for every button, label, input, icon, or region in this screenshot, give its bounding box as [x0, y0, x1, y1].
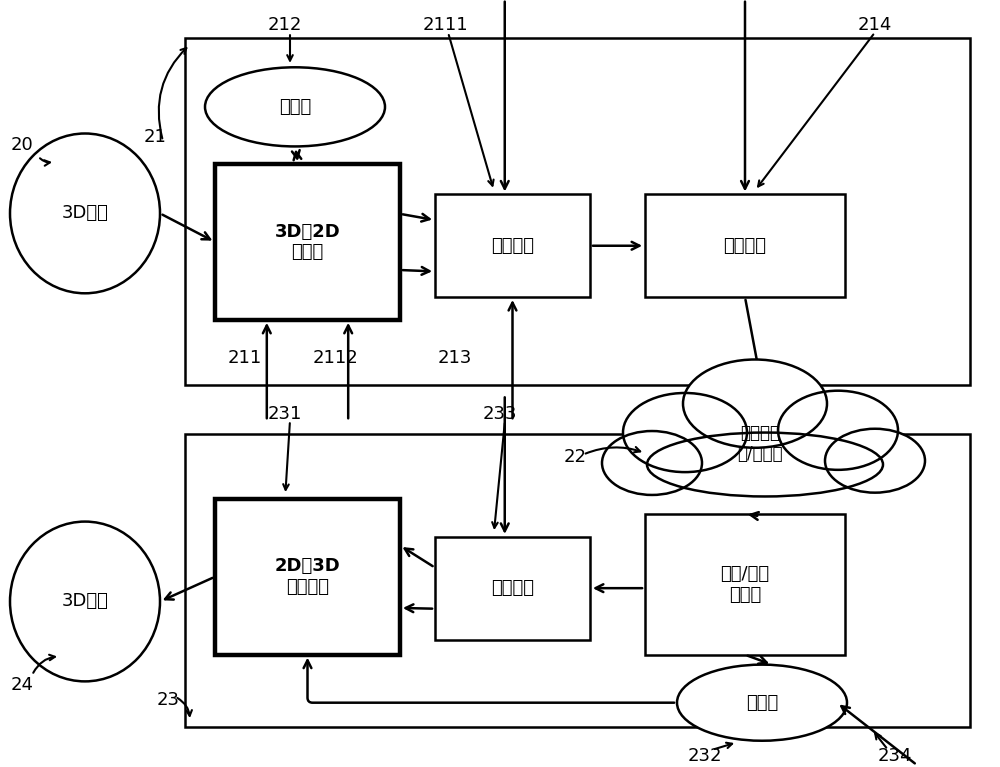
Text: 212: 212 [268, 16, 302, 35]
Ellipse shape [205, 67, 385, 146]
Text: 234: 234 [878, 747, 912, 765]
Text: 视频解码: 视频解码 [491, 579, 534, 597]
Text: 2111: 2111 [422, 16, 468, 35]
Text: 分件/分割
解封装: 分件/分割 解封装 [720, 565, 770, 604]
Ellipse shape [10, 522, 160, 681]
Ellipse shape [647, 433, 883, 496]
FancyBboxPatch shape [215, 164, 400, 320]
Text: 21: 21 [144, 128, 166, 146]
Text: 213: 213 [438, 349, 472, 367]
Text: 2112: 2112 [312, 349, 358, 367]
Text: 23: 23 [156, 691, 180, 709]
Text: 视频编码: 视频编码 [491, 237, 534, 255]
Text: 22: 22 [564, 448, 586, 466]
FancyBboxPatch shape [215, 499, 400, 655]
Text: 24: 24 [10, 676, 34, 694]
FancyBboxPatch shape [435, 537, 590, 640]
Ellipse shape [602, 431, 702, 495]
Text: 233: 233 [483, 404, 517, 423]
Text: 20: 20 [11, 136, 33, 154]
Text: 数据传递
和/或重放: 数据传递 和/或重放 [737, 424, 783, 463]
Text: 元数据: 元数据 [279, 98, 311, 116]
FancyBboxPatch shape [645, 194, 845, 297]
Text: 211: 211 [228, 349, 262, 367]
Ellipse shape [677, 665, 847, 741]
Text: 3D场景: 3D场景 [62, 592, 108, 611]
Ellipse shape [778, 390, 898, 470]
Text: 231: 231 [268, 404, 302, 423]
Text: 元数据: 元数据 [746, 693, 778, 712]
Ellipse shape [683, 360, 827, 448]
Text: 2D到3D
的解投影: 2D到3D 的解投影 [275, 558, 340, 596]
Text: 3D到2D
的投影: 3D到2D 的投影 [275, 222, 340, 262]
Text: 数据封装: 数据封装 [724, 237, 767, 255]
FancyBboxPatch shape [435, 194, 590, 297]
Ellipse shape [10, 133, 160, 293]
FancyBboxPatch shape [645, 514, 845, 655]
Text: 3D场景: 3D场景 [62, 204, 108, 222]
Ellipse shape [623, 393, 747, 472]
Text: 214: 214 [858, 16, 892, 35]
Ellipse shape [825, 429, 925, 492]
Text: 232: 232 [688, 747, 722, 765]
